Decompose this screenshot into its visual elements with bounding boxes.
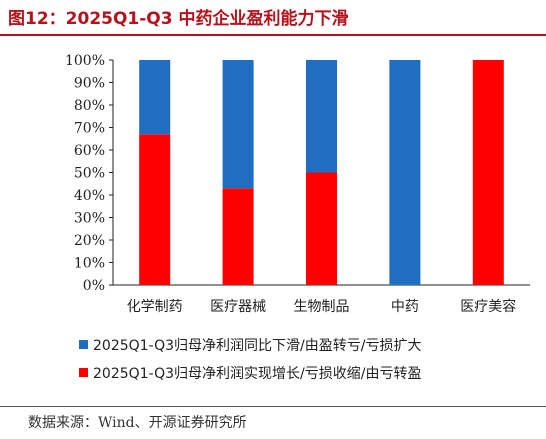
bar-segment-blue <box>139 60 171 135</box>
source-note: 数据来源：Wind、开源证券研究所 <box>28 415 247 431</box>
y-tick-label: 100% <box>65 53 105 69</box>
x-category-label: 中药 <box>391 299 419 315</box>
x-category-label: 生物制品 <box>294 299 350 315</box>
title-rule <box>0 34 546 36</box>
y-tick-label: 70% <box>74 121 105 137</box>
bar-segment-red <box>139 134 171 285</box>
bar-segment-blue <box>306 60 337 173</box>
bar-segment-red <box>306 172 337 285</box>
bars <box>139 60 504 285</box>
x-category-label: 化学制药 <box>127 299 183 315</box>
y-axis: 0% 10% 20% 30% 40% 50% 60% 70% 80% 90% 100% <box>65 53 114 294</box>
y-tick-label: 80% <box>74 98 105 114</box>
legend-swatch <box>79 368 88 377</box>
y-tick-label: 40% <box>74 188 105 204</box>
y-tick-label: 20% <box>74 233 105 249</box>
y-tick-label: 0% <box>83 278 105 294</box>
y-tick-label: 90% <box>74 76 105 92</box>
legend-label: 2025Q1-Q3归母净利润同比下滑/由盈转亏/亏损扩大 <box>93 337 421 354</box>
legend-swatch <box>79 340 88 349</box>
bar-segment-red <box>222 188 254 285</box>
y-tick-label: 10% <box>74 256 105 272</box>
figure-title: 图12：2025Q1-Q3 中药企业盈利能力下滑 <box>8 9 349 29</box>
x-axis: 化学制药 医疗器械 生物制品 中药 医疗美容 <box>113 284 530 315</box>
bar-segment-blue <box>222 60 254 189</box>
y-tick-label: 50% <box>74 166 105 182</box>
x-category-label: 医疗器械 <box>210 299 266 315</box>
source-rule <box>0 406 546 407</box>
bar-segment-red <box>472 60 504 285</box>
y-tick-label: 60% <box>74 143 105 159</box>
x-category-label: 医疗美容 <box>460 298 516 315</box>
legend: 2025Q1-Q3归母净利润同比下滑/由盈转亏/亏损扩大 2025Q1-Q3归母净… <box>79 337 421 382</box>
y-tick-label: 30% <box>74 211 105 227</box>
legend-label: 2025Q1-Q3归母净利润实现增长/亏损收缩/由亏转盈 <box>93 365 421 382</box>
bar-segment-blue <box>389 60 421 285</box>
